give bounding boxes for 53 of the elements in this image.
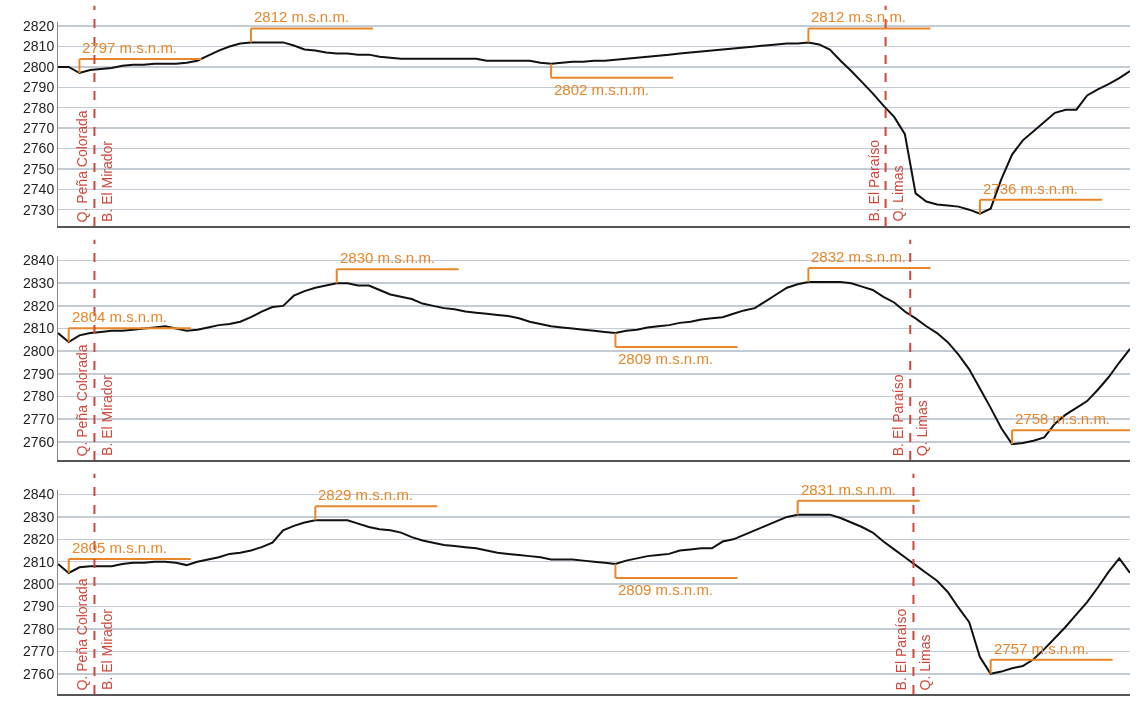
annotation: Q. Limas	[917, 634, 934, 691]
y-tick-label: 2770	[23, 411, 55, 428]
y-tick-label: 2800	[23, 343, 55, 360]
y-tick-label: 2790	[23, 79, 55, 96]
annotation: Q. Limas	[914, 400, 931, 457]
y-tick-label: 2790	[23, 365, 55, 382]
annotation: B. El Mirador	[98, 608, 115, 690]
annotation: B. El Paraíso	[865, 139, 882, 222]
annotation: 2802 m.s.n.m.	[554, 81, 650, 98]
y-tick-label: 2780	[23, 620, 55, 637]
y-tick-label: 2770	[23, 643, 55, 660]
y-tick-label: 2760	[23, 433, 55, 450]
annotation: B. El Paraíso	[893, 608, 910, 691]
y-tick-label: 2840	[23, 486, 55, 503]
y-tick-label: 2810	[23, 38, 55, 55]
line-series	[58, 513, 1130, 675]
y-tick-label: 2800	[23, 58, 55, 75]
y-tick-label: 2760	[23, 140, 55, 157]
annotation: 2812 m.s.n.m.	[254, 8, 350, 25]
y-tick-label: 2830	[23, 275, 55, 292]
annotation: B. El Mirador	[98, 140, 115, 222]
annotation: Q. Peña Colorada	[74, 578, 91, 691]
y-tick-label: 2840	[23, 252, 55, 269]
y-tick-label: 2790	[23, 598, 55, 615]
annotation: 2809 m.s.n.m.	[618, 581, 714, 598]
y-tick-label: 2740	[23, 181, 55, 198]
y-tick-label: 2750	[23, 160, 55, 177]
annotation: Q. Limas	[889, 165, 906, 222]
y-tick-label: 2820	[23, 531, 55, 548]
y-tick-label: 2780	[23, 388, 55, 405]
annotation: 2805 m.s.n.m.	[72, 539, 168, 556]
annotation: 2812 m.s.n.m.	[811, 8, 907, 25]
annotation: Q. Peña Colorada	[74, 344, 91, 457]
y-tick-label: 2780	[23, 99, 55, 116]
annotation: 2797 m.s.n.m.	[82, 39, 178, 56]
y-tick-label: 2730	[23, 201, 55, 218]
annotation: 2829 m.s.n.m.	[318, 486, 414, 503]
y-tick-label: 2810	[23, 320, 55, 337]
annotation: 2804 m.s.n.m.	[72, 308, 168, 325]
annotation: 2809 m.s.n.m.	[618, 350, 714, 367]
y-tick-label: 2800	[23, 576, 55, 593]
y-tick-label: 2770	[23, 119, 55, 136]
annotation: 2830 m.s.n.m.	[340, 249, 436, 266]
annotation: Q. Peña Colorada	[74, 110, 91, 223]
y-tick-label: 2820	[23, 297, 55, 314]
y-tick-label: 2810	[23, 553, 55, 570]
annotation: B. El Paraíso	[890, 374, 907, 457]
y-tick-label: 2830	[23, 508, 55, 525]
y-tick-label: 2760	[23, 665, 55, 682]
annotation: B. El Mirador	[98, 374, 115, 456]
annotation: 2831 m.s.n.m.	[801, 481, 897, 498]
y-tick-label: 2820	[23, 17, 55, 34]
annotation: 2832 m.s.n.m.	[811, 248, 907, 265]
